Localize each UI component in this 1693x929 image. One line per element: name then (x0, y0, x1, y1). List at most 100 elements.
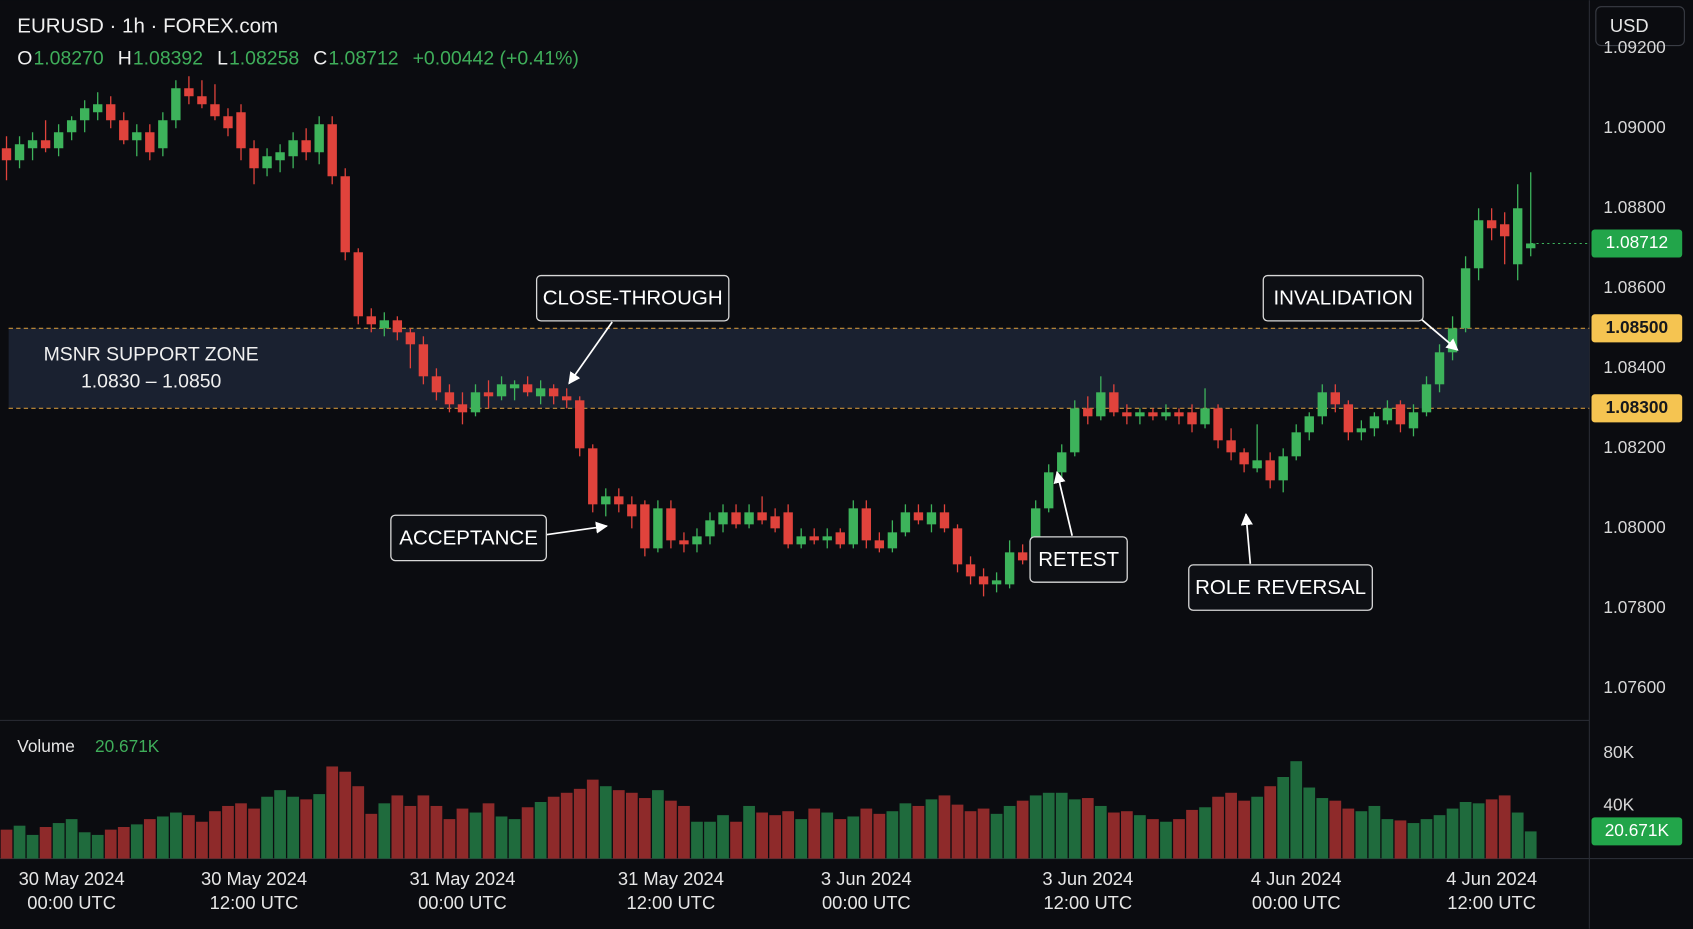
volume-bar (1003, 805, 1016, 859)
candle-body (1148, 412, 1158, 417)
legend-key: L (217, 48, 228, 70)
candle-body (1, 148, 12, 161)
annotation-box (1262, 274, 1424, 322)
volume-bar (91, 834, 104, 859)
volume-bar (170, 812, 182, 859)
volume-bar (847, 816, 860, 859)
volume-bar (78, 832, 91, 859)
candle-body (483, 392, 494, 397)
candle-body (692, 536, 702, 545)
candle-body (470, 392, 481, 413)
y-tick-label: 1.08400 (1603, 357, 1665, 377)
y-tick-label: 1.08800 (1603, 197, 1665, 217)
volume-bar (1225, 792, 1237, 859)
volume-bar (769, 815, 781, 859)
candle-body (757, 512, 767, 521)
volume-bar (235, 803, 247, 859)
zone-label: MSNR SUPPORT ZONE (44, 343, 259, 365)
candle-body (601, 496, 611, 505)
candle-body (145, 132, 155, 153)
volume-bar (1212, 796, 1224, 859)
volume-bar (156, 816, 169, 859)
volume-bar (808, 808, 821, 859)
volume-tick-label: 80K (1603, 742, 1634, 762)
candle-body (640, 504, 650, 549)
volume-bar (1368, 805, 1381, 859)
volume-bar (612, 790, 625, 859)
currency[interactable]: USD (1610, 15, 1649, 36)
volume-bar (834, 819, 847, 859)
volume-bar (1446, 808, 1459, 859)
annotation-label: INVALIDATION (1273, 287, 1412, 310)
candle-body (1044, 472, 1054, 509)
x-tick-label: 30 May 2024 00:00 UTC (19, 868, 125, 913)
volume-bar (912, 805, 925, 859)
volume-bar (404, 805, 417, 859)
candle-body (1513, 208, 1523, 265)
volume-bar (1264, 786, 1277, 859)
candle-body (978, 576, 989, 585)
candle-body (66, 120, 77, 133)
volume-bar (925, 799, 938, 859)
volume-bar (1081, 798, 1094, 859)
zone-price-marker (1591, 394, 1683, 423)
y-tick-label: 1.07800 (1603, 597, 1665, 617)
candle-body (1057, 452, 1067, 473)
annotation-arrow (546, 521, 608, 536)
candle-body (431, 376, 442, 393)
volume-bar (873, 813, 886, 859)
volume-bar (795, 819, 808, 859)
volume-bar (508, 819, 521, 859)
candle-body (132, 132, 142, 141)
volume-bar (678, 805, 690, 859)
candle-body (1486, 220, 1497, 229)
volume-bar (1186, 809, 1198, 859)
volume-title: Volume (17, 736, 75, 756)
legend-value: 1.08712 (328, 48, 398, 70)
candle-body (913, 512, 924, 521)
volume-bar (886, 811, 899, 859)
volume-bar (625, 792, 638, 859)
candle-body (679, 540, 689, 545)
y-tick-label: 1.08600 (1603, 277, 1665, 297)
volume-bar (456, 808, 469, 859)
candle-body (809, 536, 819, 541)
candle-body (1408, 412, 1419, 429)
volume-bar (143, 819, 156, 859)
x-tick-label: 31 May 2024 12:00 UTC (618, 868, 724, 913)
candle-body (822, 536, 832, 541)
candle-body (288, 140, 298, 157)
volume-bar (1121, 811, 1133, 859)
candle-body (548, 388, 559, 397)
candle-body (93, 104, 103, 113)
candle-body (210, 104, 220, 117)
candle-body (1526, 243, 1536, 249)
volume-bar (1485, 799, 1498, 859)
volume-bar (222, 805, 234, 859)
candle-body (1174, 412, 1184, 417)
candle-body (796, 536, 806, 545)
candle-body (1161, 412, 1171, 417)
volume-bar (586, 779, 599, 859)
candle-body (926, 512, 937, 525)
candle-body (223, 116, 233, 129)
volume-bar (638, 798, 651, 859)
currency-box[interactable] (1595, 6, 1685, 47)
last-price-marker (1591, 229, 1683, 258)
volume-bar (1420, 819, 1433, 859)
annotation-label: CLOSE-THROUGH (543, 287, 723, 310)
candle-body (405, 332, 416, 345)
volume-bar (1342, 808, 1355, 859)
legend-change: +0.00442 (+0.41%) (413, 48, 579, 70)
candle-body (418, 344, 429, 377)
candle-body (1395, 404, 1406, 425)
volume-bar (196, 821, 208, 859)
volume-bar (665, 800, 677, 859)
candle-body (705, 520, 715, 537)
volume-bar (547, 796, 560, 859)
volume-bar (938, 795, 951, 859)
volume-value: 20.671K (95, 736, 160, 756)
volume-bar (417, 795, 430, 859)
candle-body (1213, 408, 1223, 441)
volume-bar (1251, 796, 1264, 859)
